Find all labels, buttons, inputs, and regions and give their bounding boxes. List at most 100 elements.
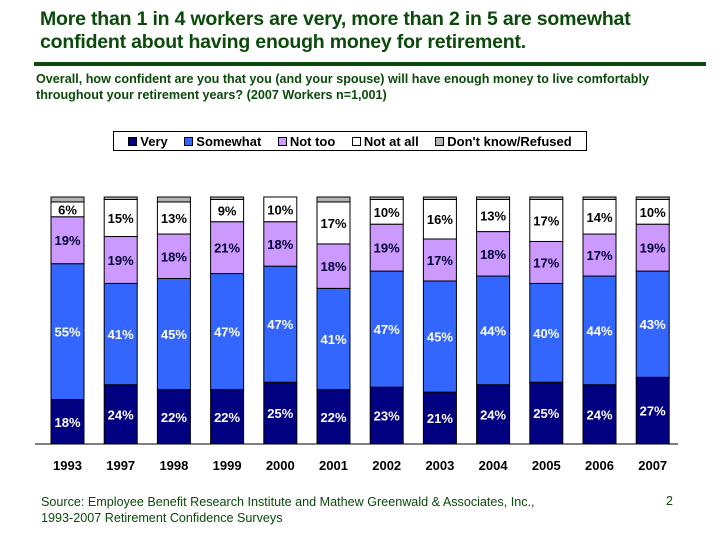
bar-segment-don-t-know-refused-2001	[316, 196, 351, 203]
data-label-somewhat-2006: 44%	[586, 323, 612, 338]
data-label-very-2007: 27%	[640, 404, 666, 419]
legend-label: Not too	[289, 133, 336, 149]
x-tick-label-2002: 2002	[372, 458, 401, 473]
bar-segment-don-t-know-refused-1997	[103, 196, 138, 200]
bar-segment-not-at-all-2007	[635, 198, 670, 225]
bar-segment-somewhat-2001	[316, 287, 351, 391]
bar-segment-not-at-all-2004	[476, 198, 511, 233]
data-label-not-too-2007: 19%	[640, 241, 666, 256]
bar-segment-somewhat-1999	[210, 273, 245, 391]
data-label-not-at-all-2002: 10%	[374, 205, 400, 220]
data-label-not-at-all-2000: 10%	[267, 202, 293, 217]
legend-swatch-dont-know	[435, 136, 445, 146]
bar-segment-not-at-all-2002	[369, 198, 404, 225]
bar-segment-somewhat-2005	[529, 282, 564, 383]
legend-swatch-very	[128, 136, 138, 146]
data-label-somewhat-2004: 44%	[480, 323, 506, 338]
data-label-somewhat-1999: 47%	[214, 325, 240, 340]
bar-segment-don-t-know-refused-1999	[210, 196, 245, 200]
data-label-somewhat-2001: 41%	[320, 332, 346, 347]
data-label-somewhat-1998: 45%	[161, 327, 187, 342]
bar-segment-somewhat-2007	[635, 270, 670, 378]
bar-segment-very-2006	[582, 384, 617, 445]
data-label-not-too-2000: 18%	[267, 237, 293, 252]
bar-segment-not-at-all-2001	[316, 201, 351, 245]
data-label-not-too-2005: 17%	[533, 255, 559, 270]
legend-item-somewhat: Somewhat	[184, 134, 261, 149]
bar-segment-not-at-all-2000	[263, 196, 298, 223]
x-tick-label-1993: 1993	[53, 458, 82, 473]
bar-segment-somewhat-1997	[103, 282, 138, 386]
data-label-not-too-2002: 19%	[374, 241, 400, 256]
data-label-not-at-all-1997: 15%	[108, 211, 134, 226]
data-label-not-too-1997: 19%	[108, 253, 134, 268]
bar-segment-somewhat-1993	[50, 263, 85, 401]
bar-segment-not-too-2004	[476, 231, 511, 277]
data-label-very-2006: 24%	[586, 407, 612, 422]
survey-question: Overall, how confident are you that you …	[36, 72, 649, 102]
chart-legend: Very Somewhat Not too Not at all Don't k…	[113, 131, 587, 151]
x-tick-label-2000: 2000	[266, 458, 295, 473]
bar-segment-very-2007	[635, 376, 670, 445]
bar-segment-not-at-all-2003	[422, 198, 457, 240]
data-label-very-2002: 23%	[374, 409, 400, 424]
data-label-not-at-all-2007: 10%	[640, 205, 666, 220]
data-label-somewhat-2003: 45%	[427, 330, 453, 345]
legend-label: Somewhat	[196, 133, 262, 149]
data-label-very-2005: 25%	[533, 406, 559, 421]
data-label-very-1993: 18%	[54, 415, 80, 430]
data-label-very-2004: 24%	[480, 407, 506, 422]
legend-swatch-not-at-all	[351, 136, 361, 146]
data-label-not-too-2003: 17%	[427, 253, 453, 268]
data-label-not-too-1999: 21%	[214, 241, 240, 256]
bar-segment-not-too-2000	[263, 221, 298, 267]
bar-segment-don-t-know-refused-1993	[50, 196, 85, 203]
data-label-very-1998: 22%	[161, 410, 187, 425]
legend-swatch-somewhat	[184, 136, 194, 146]
bar-segment-somewhat-2003	[422, 280, 457, 393]
bar-segment-very-2002	[369, 386, 404, 445]
bar-segment-don-t-know-refused-2002	[369, 196, 404, 200]
data-label-not-too-1993: 19%	[54, 233, 80, 248]
bar-segment-don-t-know-refused-2003	[422, 196, 457, 200]
legend-swatch-not-too	[277, 136, 287, 146]
data-label-somewhat-2002: 47%	[374, 322, 400, 337]
legend-item-not-too: Not too	[277, 133, 336, 149]
data-label-somewhat-2000: 47%	[267, 317, 293, 332]
data-label-not-at-all-1999: 9%	[218, 204, 237, 219]
x-tick-label-2001: 2001	[319, 458, 348, 473]
bar-segment-very-1999	[210, 389, 245, 445]
data-label-very-1999: 22%	[214, 410, 240, 425]
title-divider	[34, 62, 706, 66]
bar-segment-don-t-know-refused-2004	[476, 196, 511, 200]
bar-segment-very-2004	[476, 384, 511, 445]
data-label-not-at-all-2006: 14%	[586, 210, 612, 225]
bar-segment-somewhat-2006	[582, 275, 617, 386]
data-label-not-at-all-1998: 13%	[161, 211, 187, 226]
data-label-not-at-all-2003: 16%	[427, 212, 453, 227]
bar-segment-not-at-all-1997	[103, 198, 138, 238]
data-label-somewhat-2007: 43%	[640, 317, 666, 332]
slide-title: More than 1 in 4 workers are very, more …	[40, 8, 631, 53]
x-tick-label-2005: 2005	[532, 458, 561, 473]
data-label-not-too-1998: 18%	[161, 249, 187, 264]
data-label-very-1997: 24%	[108, 407, 134, 422]
source-note: Source: Employee Benefit Research Instit…	[41, 494, 535, 526]
data-label-somewhat-1997: 41%	[108, 327, 134, 342]
data-label-somewhat-2005: 40%	[533, 326, 559, 341]
data-label-not-at-all-2001: 17%	[320, 216, 346, 231]
bar-segment-somewhat-2002	[369, 270, 404, 388]
data-label-not-too-2004: 18%	[480, 247, 506, 262]
bar-segment-not-too-1993	[50, 216, 85, 265]
bar-segment-don-t-know-refused-1998	[156, 196, 191, 203]
bar-segment-not-too-2005	[529, 240, 564, 284]
legend-item-not-at-all: Not at all	[351, 134, 419, 149]
data-label-very-2000: 25%	[267, 406, 293, 421]
data-label-very-2003: 21%	[427, 411, 453, 426]
data-label-not-at-all-2005: 17%	[533, 213, 559, 228]
bar-segment-very-2000	[263, 381, 298, 445]
bar-segment-not-too-2003	[422, 238, 457, 282]
data-label-somewhat-1993: 55%	[54, 325, 80, 340]
data-label-not-at-all-2004: 13%	[480, 209, 506, 224]
